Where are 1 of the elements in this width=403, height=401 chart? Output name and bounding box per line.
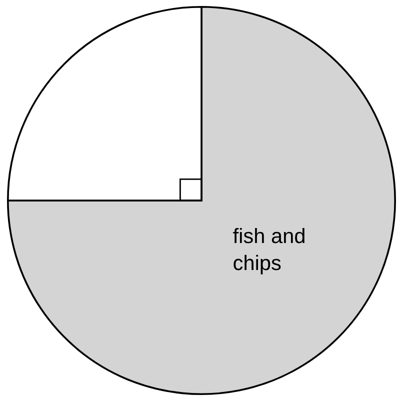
slice-label: fish and chips [233,228,304,274]
